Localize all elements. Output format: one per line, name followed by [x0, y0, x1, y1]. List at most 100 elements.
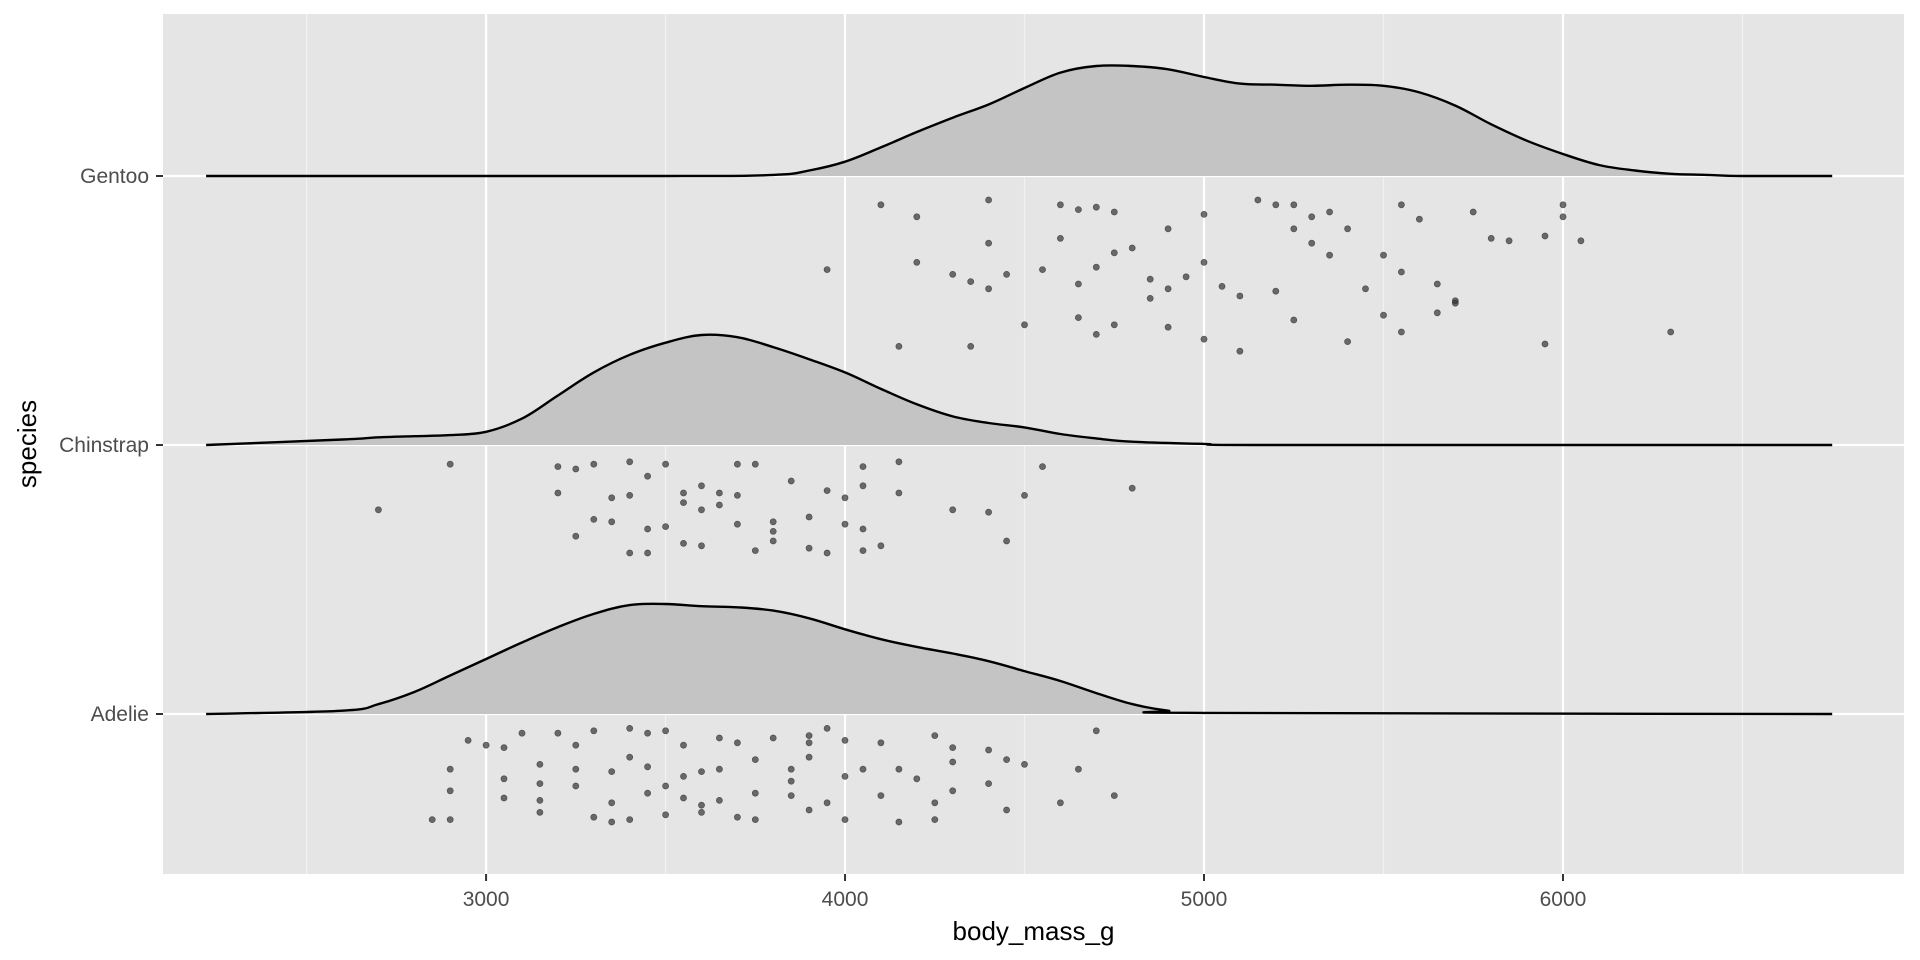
data-point-chinstrap: [787, 477, 795, 485]
data-point-gentoo: [1110, 249, 1118, 257]
data-point-adelie: [608, 799, 616, 807]
data-point-adelie: [626, 753, 634, 761]
data-point-gentoo: [1433, 309, 1441, 317]
data-point-chinstrap: [949, 506, 957, 514]
data-point-chinstrap: [698, 482, 705, 490]
data-point-adelie: [644, 789, 651, 797]
data-point-chinstrap: [446, 460, 454, 468]
data-point-adelie: [644, 729, 651, 737]
data-point-adelie: [482, 741, 490, 749]
data-point-chinstrap: [554, 463, 562, 470]
data-point-adelie: [536, 809, 544, 816]
data-point-adelie: [805, 739, 813, 747]
ridge-fill-chinstrap: [206, 334, 1833, 445]
data-point-chinstrap: [1039, 463, 1046, 470]
data-point-adelie: [985, 746, 992, 754]
data-point-gentoo: [1487, 234, 1495, 242]
data-point-adelie: [518, 729, 526, 737]
ridge-fill-adelie: [206, 603, 1833, 714]
data-point-chinstrap: [626, 491, 634, 499]
axes: 3000 4000 5000 6000 Adelie Chinstrap Gentoo: [59, 165, 1586, 911]
jitter-points: [374, 196, 1675, 826]
data-point-gentoo: [1541, 340, 1549, 348]
data-point-gentoo: [985, 239, 992, 247]
data-point-gentoo: [823, 266, 831, 273]
data-point-gentoo: [1326, 251, 1333, 259]
data-point-adelie: [554, 729, 562, 737]
data-point-chinstrap: [841, 520, 849, 528]
data-point-chinstrap: [1003, 537, 1010, 545]
data-point-chinstrap: [823, 487, 831, 494]
data-point-gentoo: [1164, 225, 1172, 233]
data-point-chinstrap: [554, 489, 562, 497]
data-point-adelie: [913, 775, 921, 783]
data-point-adelie: [751, 789, 759, 797]
data-point-gentoo: [1164, 285, 1172, 293]
data-point-chinstrap: [698, 542, 705, 550]
data-point-adelie: [716, 797, 723, 804]
data-point-chinstrap: [626, 549, 634, 557]
data-point-adelie: [428, 816, 436, 823]
data-point-adelie: [805, 753, 813, 761]
data-point-chinstrap: [590, 460, 598, 468]
data-point-adelie: [500, 794, 508, 802]
data-point-adelie: [949, 744, 957, 751]
data-point-adelie: [949, 758, 957, 766]
data-point-chinstrap: [734, 491, 741, 499]
data-point-chinstrap: [608, 518, 616, 526]
data-point-adelie: [446, 816, 454, 823]
data-point-chinstrap: [662, 460, 669, 468]
data-point-gentoo: [1039, 266, 1046, 273]
ridge-line-chinstrap: [206, 333, 1833, 447]
data-point-chinstrap: [859, 525, 867, 533]
data-point-chinstrap: [751, 460, 759, 468]
data-point-adelie: [895, 765, 903, 773]
data-point-gentoo: [1218, 282, 1226, 290]
data-point-adelie: [680, 741, 687, 749]
data-point-chinstrap: [734, 460, 741, 468]
data-point-adelie: [644, 763, 651, 771]
data-point-adelie: [787, 777, 795, 785]
data-point-chinstrap: [374, 506, 382, 514]
data-point-gentoo: [1075, 280, 1082, 288]
data-point-gentoo: [1236, 292, 1244, 300]
data-point-adelie: [500, 775, 508, 783]
data-point-chinstrap: [1128, 484, 1136, 492]
data-point-adelie: [787, 792, 795, 799]
data-point-adelie: [590, 727, 598, 735]
data-point-chinstrap: [644, 549, 651, 557]
x-tick-label: 5000: [1181, 888, 1228, 911]
data-point-adelie: [1003, 756, 1010, 763]
data-point-adelie: [572, 782, 580, 790]
data-point-gentoo: [985, 285, 992, 293]
data-point-gentoo: [1110, 321, 1118, 329]
x-tick-label: 3000: [463, 888, 510, 911]
data-point-chinstrap: [805, 544, 813, 552]
data-point-gentoo: [1416, 215, 1423, 223]
data-point-adelie: [931, 732, 939, 739]
data-point-adelie: [841, 773, 849, 780]
data-point-gentoo: [1290, 201, 1298, 209]
data-point-adelie: [698, 801, 705, 809]
data-point-adelie: [805, 732, 813, 739]
data-point-gentoo: [967, 342, 975, 350]
data-point-gentoo: [1272, 201, 1280, 209]
data-point-gentoo: [1057, 201, 1064, 209]
data-point-chinstrap: [680, 499, 687, 506]
data-point-adelie: [1003, 806, 1010, 814]
data-point-gentoo: [1057, 234, 1064, 242]
data-point-gentoo: [913, 258, 921, 266]
data-point-adelie: [662, 782, 669, 790]
data-point-adelie: [751, 816, 759, 823]
data-point-gentoo: [1254, 196, 1262, 204]
y-tick-label: Gentoo: [80, 165, 149, 188]
data-point-gentoo: [895, 342, 903, 350]
data-point-gentoo: [1451, 299, 1459, 307]
data-point-chinstrap: [859, 463, 867, 470]
data-point-adelie: [931, 816, 939, 823]
data-point-adelie: [841, 816, 849, 823]
data-point-adelie: [769, 734, 777, 742]
data-point-chinstrap: [769, 528, 777, 535]
